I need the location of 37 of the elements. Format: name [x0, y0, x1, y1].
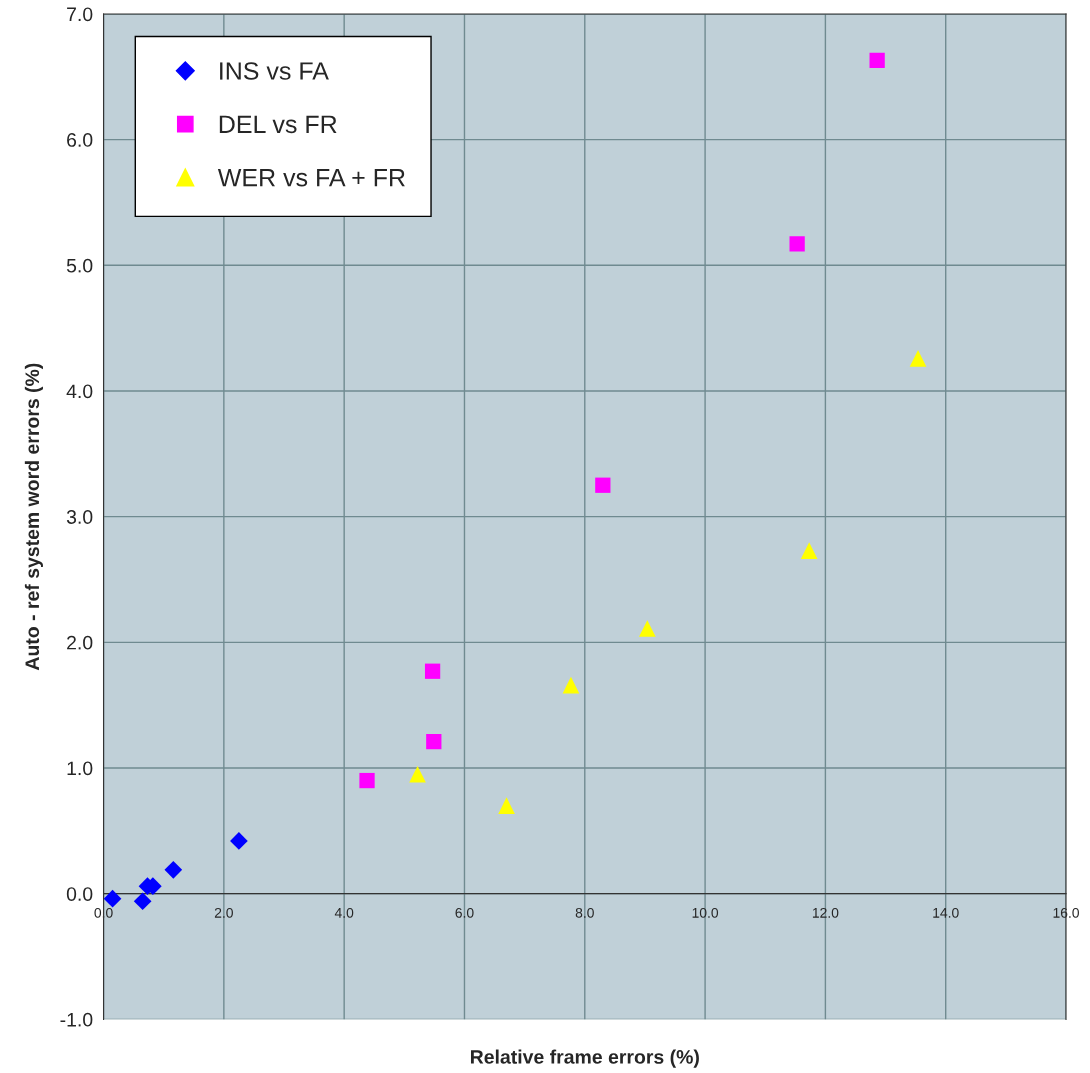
point	[800, 542, 818, 559]
y-tick-label: 1.0	[67, 761, 93, 776]
point	[133, 892, 152, 911]
point	[424, 663, 441, 679]
point	[595, 477, 611, 493]
legend-label: DEL vs FR	[219, 115, 337, 134]
y-tick-label: 4.0	[66, 384, 93, 399]
point	[498, 797, 515, 815]
x-tick-label: 12.0	[812, 907, 839, 918]
x-tick-label: 8.0	[575, 907, 594, 918]
y-tick-label: 0.0	[66, 887, 93, 901]
legend-label: WER vs FA + FR	[217, 169, 405, 187]
point	[909, 349, 927, 367]
point	[639, 620, 656, 637]
y-tick-label: -1.0	[60, 1012, 93, 1027]
point	[789, 236, 805, 252]
y-tick-label: 5.0	[66, 258, 93, 273]
point	[409, 765, 426, 783]
x-tick-label: 6.0	[455, 907, 474, 918]
point	[164, 860, 183, 879]
point	[103, 889, 122, 908]
legend-label: INS vs FA	[220, 62, 329, 80]
y-tick-label: 2.0	[67, 635, 93, 650]
y-tick-label: 7.0	[67, 7, 93, 22]
point	[869, 52, 885, 69]
x-tick-label: 14.0	[933, 907, 959, 918]
x-tick-label: 4.0	[334, 907, 354, 918]
y-axis-title: Auto - ref system word errors (%)	[24, 363, 43, 671]
point	[562, 676, 580, 694]
x-tick-label: 2.0	[214, 907, 233, 918]
x-tick-label: 10.0	[692, 907, 719, 918]
y-tick-label: 6.0	[67, 133, 93, 147]
point	[230, 832, 248, 850]
point	[359, 772, 375, 789]
x-axis-title: Relative frame errors (%)	[470, 1049, 699, 1068]
y-tick-label: 3.0	[66, 510, 93, 524]
point	[426, 733, 442, 750]
